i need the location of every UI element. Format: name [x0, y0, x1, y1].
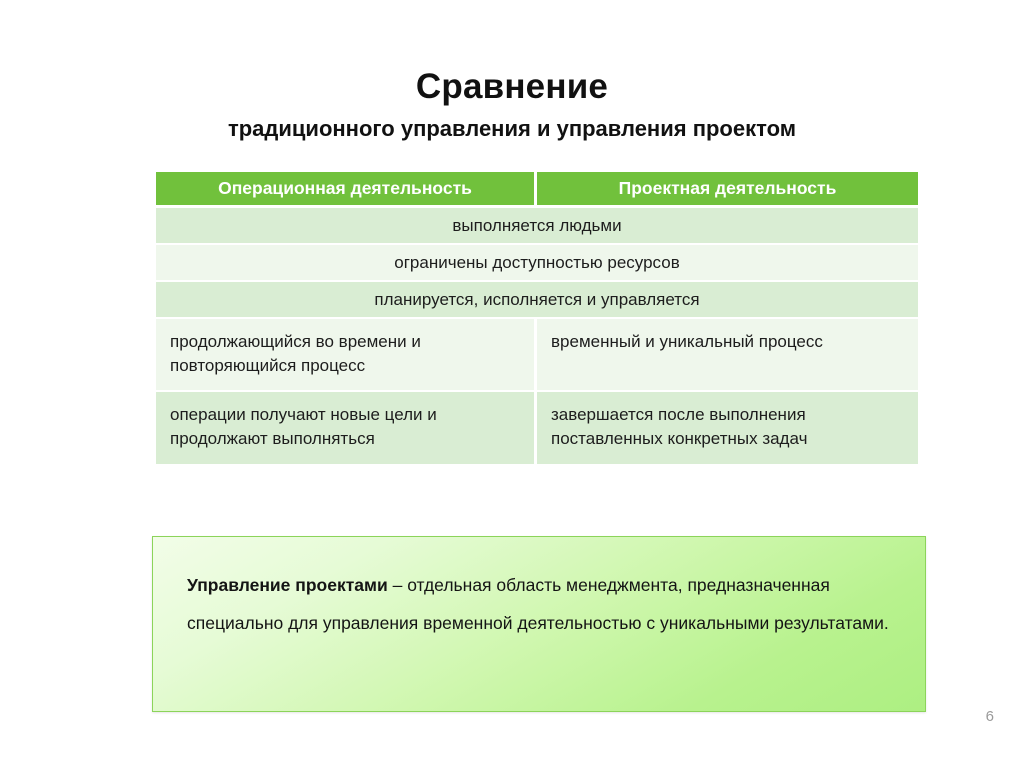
- table-row: ограничены доступностью ресурсов: [156, 245, 918, 282]
- definition-text: Управление проектами – отдельная область…: [187, 567, 891, 643]
- definition-body: – отдельная область менеджмента, предназ…: [187, 575, 889, 633]
- definition-callout: Управление проектами – отдельная область…: [152, 536, 926, 712]
- column-header-operational: Операционная деятельность: [156, 172, 537, 208]
- page-subtitle: традиционного управления и управления пр…: [227, 115, 797, 141]
- page-title: Сравнение: [415, 67, 609, 106]
- table-header-row: Операционная деятельность Проектная деят…: [156, 172, 918, 208]
- shared-row-planned: планируется, исполняется и управляется: [156, 282, 918, 319]
- cell-operational-goals: операции получают новые цели и продолжаю…: [156, 392, 537, 464]
- definition-term: Управление проектами: [187, 575, 388, 595]
- table-row: планируется, исполняется и управляется: [156, 282, 918, 319]
- title-block: Сравнение традиционного управления и упр…: [0, 67, 1024, 141]
- column-header-project: Проектная деятельность: [537, 172, 918, 208]
- cell-project-process: временный и уникальный процесс: [537, 319, 918, 393]
- cell-project-completion: завершается после выполнения поставленны…: [537, 392, 918, 464]
- table-row: операции получают новые цели и продолжаю…: [156, 392, 918, 464]
- comparison-table: Операционная деятельность Проектная деят…: [156, 172, 918, 464]
- table-row: выполняется людьми: [156, 208, 918, 245]
- page-number: 6: [985, 708, 994, 725]
- shared-row-resources: ограничены доступностью ресурсов: [156, 245, 918, 282]
- cell-operational-process: продолжающийся во времени и повторяющийс…: [156, 319, 537, 393]
- table-row: продолжающийся во времени и повторяющийс…: [156, 319, 918, 393]
- shared-row-people: выполняется людьми: [156, 208, 918, 245]
